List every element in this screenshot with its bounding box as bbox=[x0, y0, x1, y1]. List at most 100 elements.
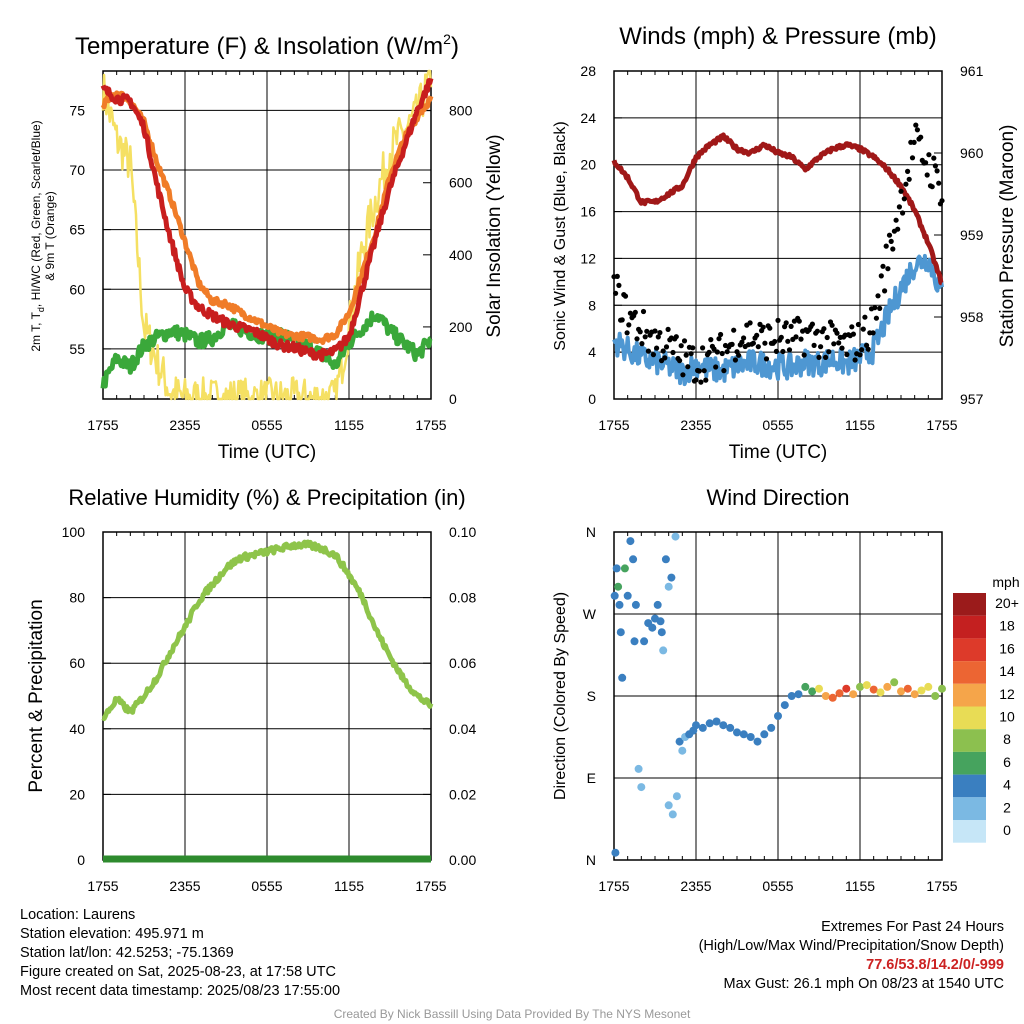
gust-point bbox=[706, 349, 712, 355]
humidity-xtick-label: 1155 bbox=[334, 878, 364, 894]
humidity-xtick-label: 0555 bbox=[251, 878, 282, 894]
legend-label: 0 bbox=[1003, 822, 1011, 838]
dewpoint-line bbox=[100, 310, 433, 389]
gust-point bbox=[855, 321, 862, 328]
gust-point bbox=[701, 368, 707, 374]
gust-point bbox=[655, 334, 661, 340]
gust-point bbox=[773, 348, 780, 354]
legend-swatch bbox=[953, 593, 986, 616]
direction-point bbox=[668, 810, 677, 819]
gust-point bbox=[681, 338, 688, 344]
temperature-ylabel-line2: & 9m T (Orange) bbox=[43, 191, 57, 281]
gust-point bbox=[834, 330, 840, 336]
pressure-y2tick-label: 961 bbox=[960, 63, 984, 79]
pressure-y2tick-label: 960 bbox=[960, 145, 984, 161]
gust-point bbox=[718, 331, 724, 338]
winds-panel: Winds (mph) & Pressure (mb) Time (UTC) S… bbox=[552, 23, 1018, 463]
gust-point bbox=[703, 377, 709, 383]
gust-point bbox=[714, 349, 720, 355]
legend-label: 10 bbox=[999, 709, 1015, 725]
gust-point bbox=[875, 293, 881, 299]
gust-point bbox=[793, 334, 799, 340]
gust-point bbox=[747, 320, 753, 326]
temperature-xtick-label: 1755 bbox=[87, 417, 118, 433]
direction-point bbox=[615, 600, 624, 609]
temperature-ylabel-line1: 2m T, Td, HI/WC (Red, Green, Scarlet/Blu… bbox=[29, 120, 46, 351]
gust-point bbox=[760, 324, 766, 330]
direction-point bbox=[897, 687, 905, 696]
temperature-xlabel: Time (UTC) bbox=[218, 442, 317, 463]
direction-point bbox=[856, 682, 864, 691]
legend-label: 16 bbox=[999, 640, 1015, 656]
precip-y2tick-label: 0.10 bbox=[449, 524, 476, 540]
extremes-heading: Extremes For Past 24 Hours bbox=[821, 919, 1004, 935]
winds-xtick-label: 1755 bbox=[926, 417, 957, 433]
winds-ytick-label: 8 bbox=[588, 297, 596, 313]
gust-point bbox=[665, 326, 671, 332]
direction-point bbox=[671, 532, 680, 541]
precip-y2tick-label: 0.02 bbox=[449, 786, 476, 802]
direction-point bbox=[657, 628, 666, 637]
gust-point bbox=[859, 347, 865, 353]
gust-point bbox=[872, 305, 878, 311]
direction-point bbox=[835, 689, 844, 698]
temperature-xtick-label: 1155 bbox=[334, 417, 364, 433]
direction-point bbox=[678, 746, 687, 755]
gust-point bbox=[905, 168, 911, 174]
winds-ytick-label: 20 bbox=[580, 157, 596, 173]
direction-point bbox=[692, 721, 700, 730]
gust-point bbox=[613, 290, 619, 296]
winds-ytick-label: 0 bbox=[588, 391, 596, 407]
extremes-info: Extremes For Past 24 Hours (High/Low/Max… bbox=[699, 918, 1004, 994]
direction-point bbox=[629, 555, 638, 564]
direction-point bbox=[664, 582, 673, 591]
gust-point bbox=[844, 351, 850, 358]
humidity-xtick-label: 2355 bbox=[169, 878, 200, 894]
gust-point bbox=[862, 314, 868, 320]
winds-ytick-label: 24 bbox=[580, 110, 596, 126]
gust-point bbox=[878, 273, 884, 279]
direction-point bbox=[667, 573, 676, 582]
gust-point bbox=[783, 320, 789, 326]
direction-point bbox=[801, 682, 810, 691]
direction-point bbox=[656, 617, 665, 626]
gust-point bbox=[736, 352, 742, 358]
gust-point bbox=[622, 293, 629, 299]
gust-point bbox=[680, 372, 686, 378]
gust-point bbox=[645, 348, 652, 354]
solar-y2tick-label: 200 bbox=[449, 319, 473, 335]
winds-xtick-label: 1155 bbox=[845, 417, 875, 433]
direction-point bbox=[631, 600, 640, 609]
direction-point bbox=[712, 717, 721, 726]
direction-ytick-label: W bbox=[583, 606, 597, 622]
gust-point bbox=[654, 345, 660, 351]
direction-point bbox=[626, 537, 635, 546]
station-info: Location: Laurens Station elevation: 495… bbox=[20, 906, 340, 1001]
gust-point bbox=[877, 305, 883, 311]
direction-point bbox=[618, 673, 627, 682]
temperature-panel: Temperature (F) & Insolation (W/m2) Time… bbox=[29, 31, 505, 463]
recent-text: Most recent data timestamp: 2025/08/23 1… bbox=[20, 983, 341, 999]
gust-point bbox=[713, 364, 719, 370]
gust-point bbox=[909, 155, 916, 161]
gust-point bbox=[762, 340, 768, 346]
direction-point bbox=[733, 728, 741, 737]
direction-point bbox=[767, 723, 776, 732]
direction-point bbox=[726, 723, 735, 732]
direction-point bbox=[821, 692, 830, 700]
direction-point bbox=[903, 684, 912, 693]
legend-label: 6 bbox=[1003, 754, 1011, 770]
direction-point bbox=[612, 564, 621, 573]
gust-point bbox=[831, 341, 837, 347]
gust-point bbox=[913, 122, 919, 128]
gust-point bbox=[814, 328, 821, 334]
max-gust-text: Max Gust: 26.1 mph On 08/23 at 1540 UTC bbox=[723, 976, 1004, 992]
gust-point bbox=[775, 317, 781, 323]
gust-point bbox=[685, 364, 691, 370]
direction-point bbox=[610, 591, 619, 600]
direction-point bbox=[938, 684, 946, 693]
legend-label: 14 bbox=[999, 663, 1015, 679]
gust-point bbox=[839, 345, 845, 351]
gust-point bbox=[929, 184, 935, 190]
gust-point bbox=[732, 357, 739, 363]
